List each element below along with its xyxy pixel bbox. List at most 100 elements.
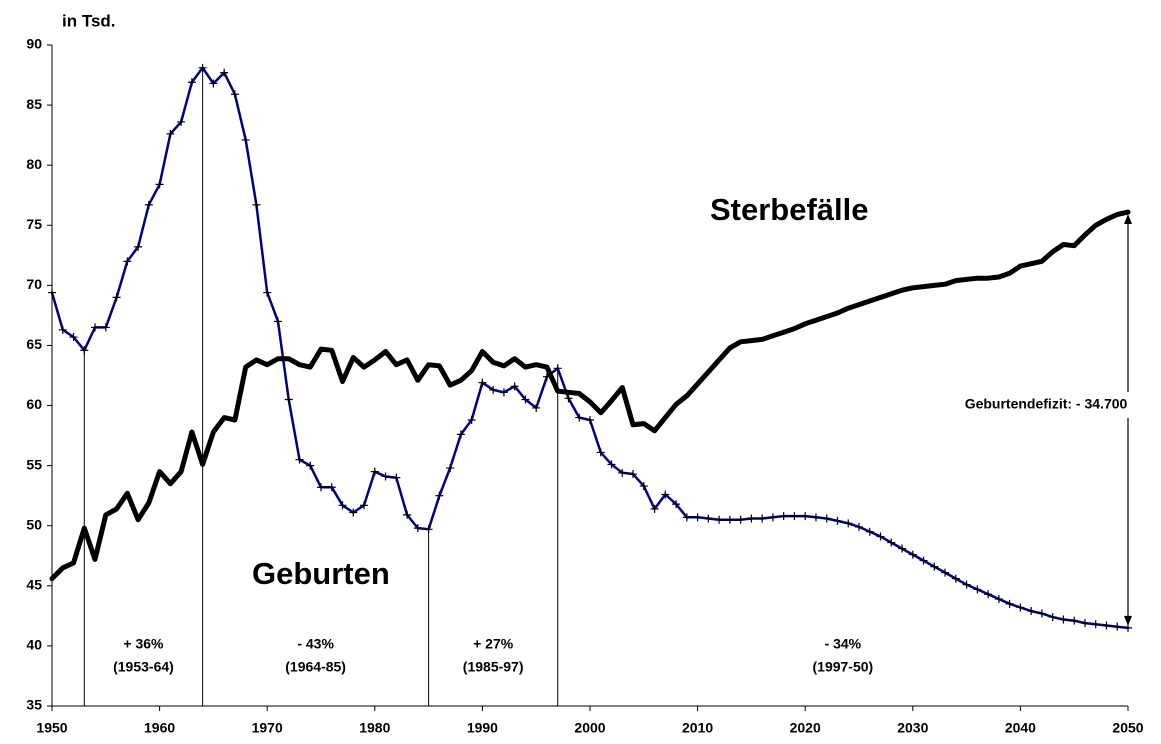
period-years: (1964-85) [285,659,346,675]
point-marker [241,135,250,144]
point-marker [273,317,282,326]
point-marker [994,595,1003,604]
point-marker [370,467,379,476]
point-marker [123,257,132,266]
y-tick-label: 50 [26,516,42,532]
period-years: (1953-64) [113,659,174,675]
point-marker [209,79,218,88]
point-marker [704,514,713,523]
point-marker [725,515,734,524]
point-marker [435,491,444,500]
point-marker [392,473,401,482]
arrow-head [1124,214,1132,225]
period-change: - 34% [825,636,862,652]
point-marker [69,333,78,342]
point-marker [1080,619,1089,628]
point-marker [919,556,928,565]
point-marker [607,460,616,469]
y-tick-label: 55 [26,456,42,472]
label-bg [933,392,1158,418]
y-tick-label: 70 [26,276,42,292]
series-line [49,209,1131,582]
unit-label: in Tsd. [62,11,116,30]
point-marker [1005,599,1014,608]
x-tick-label: 1990 [467,720,498,736]
point-marker [295,455,304,464]
point-marker [962,580,971,589]
point-marker [101,323,110,332]
point-marker [876,532,885,541]
point-marker [467,415,476,424]
x-tick-label: 1980 [359,720,390,736]
point-marker [220,68,229,77]
point-marker [456,430,465,439]
point-marker [510,382,519,391]
point-marker [1037,609,1046,618]
point-marker [747,514,756,523]
point-marker [177,117,186,126]
point-marker [564,394,573,403]
point-marker [575,413,584,422]
point-marker [618,468,627,477]
point-marker [381,472,390,481]
point-marker [338,501,347,510]
point-marker [1102,621,1111,630]
y-tick-label: 65 [26,336,42,352]
period-years: (1985-97) [463,659,524,675]
point-marker [844,519,853,528]
point-marker [833,516,842,525]
x-tick-label: 2050 [1112,720,1143,736]
point-marker [198,63,207,72]
point-marker [263,288,272,297]
period-years: (1997-50) [813,659,874,675]
point-marker [413,524,422,533]
point-marker [1070,616,1079,625]
x-tick-label: 2030 [897,720,928,736]
y-tick-label: 75 [26,216,42,232]
y-tick-label: 60 [26,396,42,412]
point-marker [1016,603,1025,612]
series-label: Geburten [252,556,390,591]
point-marker [532,403,541,412]
point-marker [58,325,67,334]
point-marker [91,323,100,332]
y-tick-label: 90 [26,36,42,52]
point-marker [349,508,358,517]
point-marker [790,512,799,521]
point-marker [317,483,325,492]
point-marker [758,514,767,523]
point-marker [306,461,315,470]
point-marker [586,415,594,424]
point-marker [134,242,143,251]
point-marker [187,78,196,87]
point-marker [596,448,605,457]
point-marker [1091,620,1100,629]
point-marker [736,515,745,524]
point-marker [951,574,960,583]
point-marker [639,482,648,491]
x-tick-label: 1950 [36,720,67,736]
point-marker [898,544,907,553]
x-tick-label: 1970 [252,720,283,736]
point-marker [48,288,56,297]
arrow-head [1124,615,1132,626]
point-marker [112,293,121,302]
x-tick-label: 1960 [144,720,175,736]
y-tick-label: 85 [26,96,42,112]
point-marker [166,129,175,138]
point-marker [403,510,412,519]
y-tick-label: 35 [26,697,42,713]
point-marker [908,550,917,559]
point-marker [661,490,670,499]
point-marker [478,378,487,387]
point-marker [811,513,820,522]
point-marker [855,522,863,531]
point-marker [715,515,724,524]
y-tick-label: 80 [26,156,42,172]
deficit-label: Geburtendefizit: - 34.700 [965,396,1128,412]
point-marker [865,527,874,536]
point-marker [1048,613,1057,622]
point-marker [284,395,293,404]
point-marker [887,538,896,547]
